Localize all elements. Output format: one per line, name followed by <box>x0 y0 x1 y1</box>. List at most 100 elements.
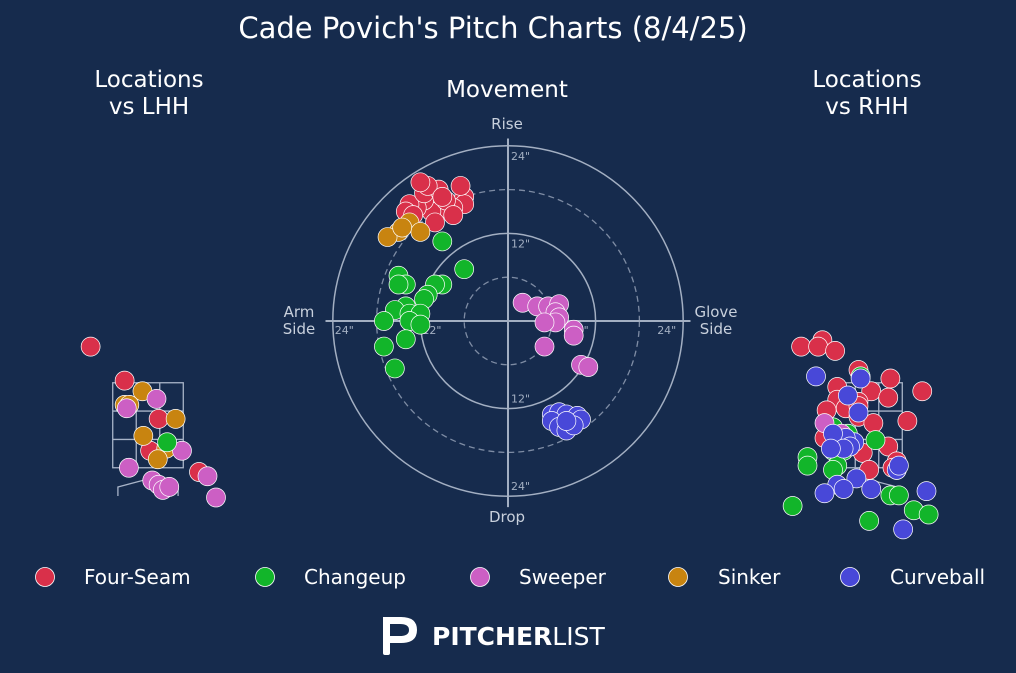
movement-four-seam-point <box>410 172 431 193</box>
rhh-changeup-point <box>782 496 803 516</box>
legend-marker-sinker <box>668 567 688 587</box>
axis-label-glove-side: Side <box>700 320 732 338</box>
rhh-changeup-point <box>859 511 879 531</box>
rhh-curveball-point <box>916 481 937 501</box>
movement-four-seam-point <box>443 205 464 225</box>
movement-sinker-point <box>377 227 398 247</box>
movement-chart: Movement 24"12"12"24"24"12"12"24" Rise D… <box>283 77 738 526</box>
legend-marker-curveball <box>840 567 860 587</box>
legend-label-changeup: Changeup <box>304 565 406 589</box>
movement-chart-title: Movement <box>446 77 568 103</box>
brand-wordmark-bold: PITCHER <box>432 622 552 651</box>
rhh-curveball-point <box>806 366 826 387</box>
lhh-chart-title-line-2: vs LHH <box>109 94 189 120</box>
axis-label-arm-side: Side <box>283 320 315 338</box>
movement-four-seam-point <box>425 212 445 233</box>
movement-sweeper-point <box>563 325 584 346</box>
brand-wordmark-light: LIST <box>552 622 605 651</box>
lhh-four-seam-point <box>114 370 135 391</box>
rhh-four-seam-point <box>897 411 918 431</box>
lhh-four-seam-point <box>148 409 169 429</box>
rhh-changeup-point <box>889 485 909 506</box>
axis-label-arm: Arm <box>284 303 315 321</box>
legend: Four-Seam Changeup Sweeper Sinker Curveb… <box>35 565 985 589</box>
movement-four-seam-point <box>450 176 471 196</box>
movement-ring-label: 24" <box>657 324 676 337</box>
lhh-sweeper-point <box>116 398 137 419</box>
movement-changeup-point <box>374 336 394 357</box>
movement-sinker-point <box>410 222 431 242</box>
rhh-chart-title-line-2: vs RHH <box>825 94 908 120</box>
rhh-pitch-points <box>782 330 939 540</box>
strike-zone-outline <box>112 382 184 469</box>
movement-changeup-point <box>432 231 453 252</box>
lhh-sweeper-point <box>159 477 180 497</box>
rhh-changeup-point <box>797 455 818 476</box>
lhh-sweeper-point <box>119 457 139 478</box>
movement-sweeper-point <box>534 312 555 333</box>
rhh-curveball-point <box>889 455 909 476</box>
lhh-sweeper-point <box>197 466 218 487</box>
rhh-curveball-point <box>848 402 869 423</box>
legend-marker-sweeper <box>470 567 490 587</box>
rhh-chart-title-line-1: Locations <box>812 67 921 93</box>
rhh-four-seam-point <box>912 381 933 402</box>
rhh-curveball-point <box>821 438 841 459</box>
rhh-curveball-point <box>838 385 858 406</box>
movement-changeup-point <box>385 358 405 379</box>
movement-ring-label: 24" <box>335 324 354 337</box>
rhh-changeup-point <box>918 504 939 525</box>
pitcherlist-p-logo-icon <box>383 617 417 655</box>
movement-four-seam-point <box>432 187 453 207</box>
rhh-changeup-point <box>865 430 886 450</box>
legend-label-curveball: Curveball <box>890 565 985 589</box>
movement-sweeper-point <box>578 357 599 377</box>
rhh-four-seam-point <box>825 341 845 361</box>
axis-label-rise: Rise <box>491 115 523 133</box>
lhh-sweeper-point <box>146 389 167 409</box>
lhh-sinker-point <box>133 426 154 446</box>
legend-label-sinker: Sinker <box>718 565 781 589</box>
rhh-curveball-point <box>846 468 867 489</box>
lhh-four-seam-point <box>80 336 101 357</box>
rhh-four-seam-point <box>878 387 899 408</box>
rhh-four-seam-point <box>808 336 828 357</box>
brand-wordmark: PITCHERLIST <box>432 622 605 651</box>
lhh-sinker-point <box>147 449 168 470</box>
pitcherlist-logo: PITCHERLIST <box>383 617 605 655</box>
lhh-changeup-point <box>157 432 177 453</box>
rhh-curveball-point <box>850 368 871 389</box>
rhh-curveball-point <box>833 479 854 499</box>
lhh-chart-title-line-1: Locations <box>94 67 203 93</box>
legend-label-sweeper: Sweeper <box>519 565 607 589</box>
rhh-curveball-point <box>814 483 835 504</box>
lhh-sweeper-point <box>172 440 192 461</box>
movement-changeup-point <box>374 311 394 331</box>
rhh-curveball-point <box>893 519 913 540</box>
legend-label-four-seam: Four-Seam <box>84 565 191 589</box>
rhh-location-chart: Locations vs RHH <box>782 67 939 540</box>
movement-ring-label: 12" <box>511 237 530 250</box>
movement-sinker-point <box>392 217 412 238</box>
movement-curveball-point <box>556 411 577 431</box>
lhh-pitch-points <box>80 336 226 508</box>
lhh-location-chart: Locations vs LHH <box>80 67 226 508</box>
legend-marker-changeup <box>255 567 275 587</box>
rhh-curveball-point <box>861 479 882 499</box>
rhh-four-seam-point <box>791 336 811 357</box>
movement-changeup-point <box>395 329 416 350</box>
movement-changeup-point <box>388 274 409 295</box>
axis-label-drop: Drop <box>489 508 525 526</box>
lhh-sweeper-point <box>206 487 226 508</box>
legend-marker-four-seam <box>35 567 55 587</box>
lhh-sinker-point <box>165 409 186 429</box>
movement-ring-label: 12" <box>511 393 530 406</box>
movement-sweeper-point <box>534 336 555 357</box>
movement-changeup-point <box>454 259 475 280</box>
movement-changeup-point <box>410 314 431 335</box>
figure-title: Cade Povich's Pitch Charts (8/4/25) <box>238 11 747 45</box>
axis-label-glove: Glove <box>694 303 737 321</box>
movement-ring-label: 24" <box>511 480 530 493</box>
movement-ring-label: 24" <box>511 150 530 163</box>
